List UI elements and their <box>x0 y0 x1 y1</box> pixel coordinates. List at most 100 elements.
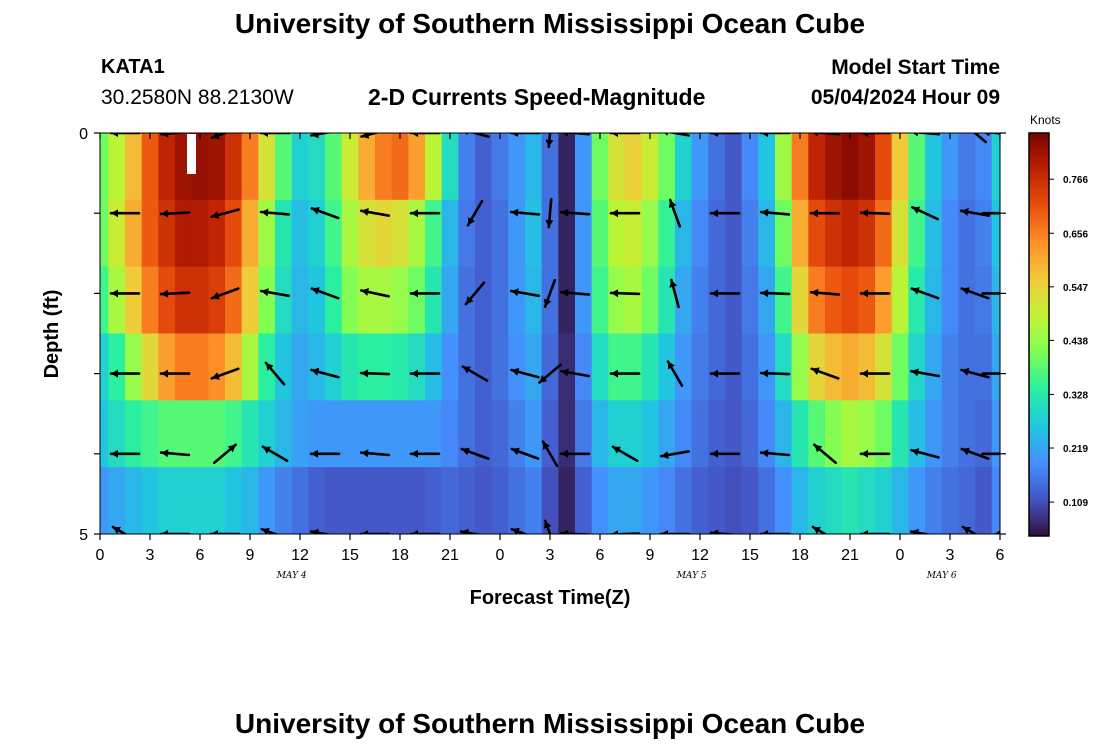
current-vector <box>159 133 190 138</box>
heatmap-cell <box>225 133 243 201</box>
vector-head <box>811 209 818 218</box>
colorbar-segment <box>1029 364 1049 369</box>
vector-head <box>211 211 220 219</box>
y-tick-label: 5 <box>79 527 88 544</box>
heatmap-cell <box>525 199 543 268</box>
x-tick-label: 3 <box>146 547 155 564</box>
vector-head <box>812 133 818 137</box>
heatmap-cell <box>508 133 526 201</box>
heatmap-cell <box>691 333 709 401</box>
vector-head <box>468 217 475 226</box>
heatmap-cell <box>758 199 776 268</box>
colorbar-segment <box>1029 405 1049 409</box>
current-vector <box>259 133 291 137</box>
station-id: KATA1 <box>101 56 165 78</box>
colorbar-segment <box>1029 196 1049 201</box>
vector-head <box>961 287 970 295</box>
heatmap-cell <box>475 400 493 468</box>
model-start-value: 05/04/2024 Hour 09 <box>810 86 1000 109</box>
colorbar-segment <box>1029 509 1049 513</box>
vector-head <box>361 133 370 139</box>
heatmap-cell <box>825 333 843 401</box>
heatmap-cell <box>741 199 759 268</box>
x-tick-label: 18 <box>391 547 409 564</box>
heatmap-cell <box>908 199 926 268</box>
heatmap-cell <box>675 333 693 401</box>
heatmap-cell <box>941 467 959 534</box>
colorbar-segment <box>1029 512 1049 517</box>
current-vector <box>359 369 391 378</box>
colorbar-segment <box>1029 243 1049 248</box>
heatmap-cell <box>875 133 893 201</box>
station-coordinates: 30.2580N 88.2130W <box>101 86 294 109</box>
vector-head <box>611 289 619 298</box>
x-tick-label: 15 <box>741 547 759 564</box>
heatmap-cell <box>591 199 609 268</box>
x-tick-label: 0 <box>496 547 505 564</box>
heatmap-cell <box>441 333 459 401</box>
vector-head <box>911 448 920 456</box>
current-vector <box>709 529 740 534</box>
vector-head <box>361 208 369 216</box>
heatmap-cell <box>641 133 659 201</box>
vector-head <box>611 530 618 534</box>
current-vector <box>981 211 1000 215</box>
heatmap-cell <box>908 333 926 401</box>
current-vector <box>668 198 682 228</box>
colorbar-segment <box>1029 334 1049 339</box>
colorbar-segment <box>1029 307 1049 312</box>
current-vector <box>669 278 680 309</box>
heatmap-cell <box>708 266 726 335</box>
heatmap-cell <box>975 400 993 468</box>
heatmap-cell <box>425 133 443 201</box>
heatmap-cell <box>275 467 293 534</box>
vector-head <box>466 296 474 305</box>
heatmap-cell <box>858 400 876 468</box>
x-axis: 0 3 6 9 12 15 18 21 0 3 6 9 12 15 18 21 0 3 6 MAY 4 MAY 5 MAY… <box>96 133 1005 581</box>
colorbar-segment <box>1029 294 1049 299</box>
heatmap-cell <box>208 133 226 201</box>
colorbar-segment <box>1029 445 1049 450</box>
colorbar-segment <box>1029 233 1049 238</box>
vector-head <box>161 209 169 218</box>
current-vector <box>909 368 941 378</box>
colorbar-tick-label: 0.328 <box>1063 390 1088 401</box>
colorbar-segment <box>1029 176 1049 181</box>
vector-head <box>668 361 675 370</box>
heatmap-cell <box>958 266 976 335</box>
heatmap-cell <box>991 400 1000 468</box>
colorbar-segment <box>1029 425 1049 430</box>
heatmap-cell <box>908 467 926 534</box>
heatmap-cell <box>558 467 576 534</box>
heatmap-cell <box>691 199 709 268</box>
current-vector <box>559 288 591 297</box>
heatmap-cell <box>125 333 143 401</box>
current-vector <box>360 133 381 139</box>
current-vector <box>559 449 591 458</box>
heatmap-cell <box>175 266 193 335</box>
heatmap-cell <box>958 400 976 468</box>
vector-head <box>161 449 169 458</box>
heatmap-cell <box>708 400 726 468</box>
heatmap-cell <box>541 333 559 401</box>
vector-head <box>311 528 319 534</box>
heatmap-cell <box>258 133 276 201</box>
current-vector <box>560 133 591 137</box>
vector-head <box>261 527 270 534</box>
heatmap-cell <box>541 400 559 468</box>
heatmap-cell <box>391 333 409 401</box>
colorbar-segment <box>1029 398 1049 403</box>
colorbar-segment <box>1029 341 1049 346</box>
vector-head <box>711 449 718 458</box>
vector-head <box>1001 527 1009 534</box>
x-tick-label: 12 <box>291 547 309 564</box>
heatmap-cell <box>941 199 959 268</box>
heatmap-cell <box>991 467 1000 534</box>
colorbar-segment <box>1029 310 1049 315</box>
colorbar-segment <box>1029 143 1049 147</box>
vector-head <box>161 133 169 138</box>
heatmap-cell <box>391 400 409 468</box>
heatmap-cell <box>508 400 526 468</box>
heatmap-cell <box>741 467 759 534</box>
current-vector <box>809 209 841 218</box>
